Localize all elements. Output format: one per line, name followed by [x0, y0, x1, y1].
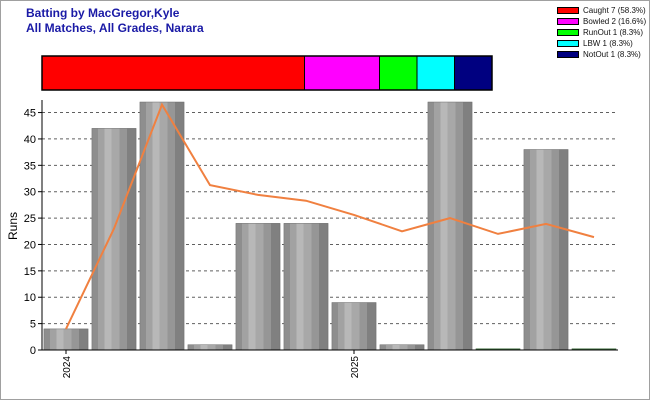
stack-segment-lbw: [416, 55, 455, 91]
stack-segment-caught: [41, 55, 305, 91]
y-tick-label: 30: [24, 187, 36, 199]
y-tick-label: 15: [24, 266, 36, 278]
bar: [331, 302, 377, 351]
axes: [41, 100, 618, 354]
y-tick-label: 20: [24, 239, 36, 251]
bar: [427, 101, 473, 351]
bar: [43, 328, 89, 351]
y-tick-label: 25: [24, 213, 36, 225]
bars: [43, 101, 617, 351]
y-tick-label: 10: [24, 292, 36, 304]
bar: [283, 223, 329, 351]
chart-title: Batting by MacGregor,Kyle: [26, 6, 180, 20]
bar: [235, 223, 281, 351]
legend-item-bowled: Bowled 2 (16.6%): [557, 16, 646, 27]
legend-swatch: [557, 18, 579, 25]
bar: [379, 344, 425, 351]
y-tick-label: 0: [30, 345, 36, 357]
x-tick-label: 2024: [62, 356, 73, 379]
average-line: [65, 102, 595, 330]
legend-item-notout: NotOut 1 (8.3%): [557, 49, 646, 60]
legend-label: Bowled 2 (16.6%): [583, 17, 647, 26]
bar-zero-marker: [571, 348, 617, 350]
legend-item-caught: Caught 7 (58.3%): [557, 5, 646, 16]
y-tick-label: 5: [30, 319, 36, 331]
legend-item-lbw: LBW 1 (8.3%): [557, 38, 646, 49]
y-axis-label: Runs: [6, 212, 20, 240]
y-tick-label: 35: [24, 160, 36, 172]
y-tick-label: 45: [24, 108, 36, 120]
stack-border: [41, 55, 493, 91]
legend: Caught 7 (58.3%) Bowled 2 (16.6%) RunOut…: [557, 5, 646, 60]
outcome-stacked-bar: [41, 55, 493, 91]
stack-segment-bowled: [304, 55, 380, 91]
bar: [91, 128, 137, 351]
bar: [187, 344, 233, 351]
legend-swatch: [557, 40, 579, 47]
legend-label: RunOut 1 (8.3%): [583, 28, 644, 37]
legend-label: Caught 7 (58.3%): [583, 6, 646, 15]
bar: [139, 101, 185, 351]
bar-zero-marker: [475, 348, 521, 350]
average-line-path: [65, 102, 595, 330]
grid-lines: [38, 112, 618, 351]
chart-subtitle: All Matches, All Grades, Narara: [26, 21, 204, 35]
bar: [523, 149, 569, 351]
legend-swatch: [557, 29, 579, 36]
legend-label: LBW 1 (8.3%): [583, 39, 633, 48]
legend-label: NotOut 1 (8.3%): [583, 50, 641, 59]
legend-swatch: [557, 7, 579, 14]
stack-segment-runout: [379, 55, 418, 91]
legend-swatch: [557, 51, 579, 58]
legend-item-runout: RunOut 1 (8.3%): [557, 27, 646, 38]
stack-segment-notout: [454, 55, 493, 91]
x-tick-label: 2025: [350, 356, 361, 379]
y-tick-label: 40: [24, 134, 36, 146]
